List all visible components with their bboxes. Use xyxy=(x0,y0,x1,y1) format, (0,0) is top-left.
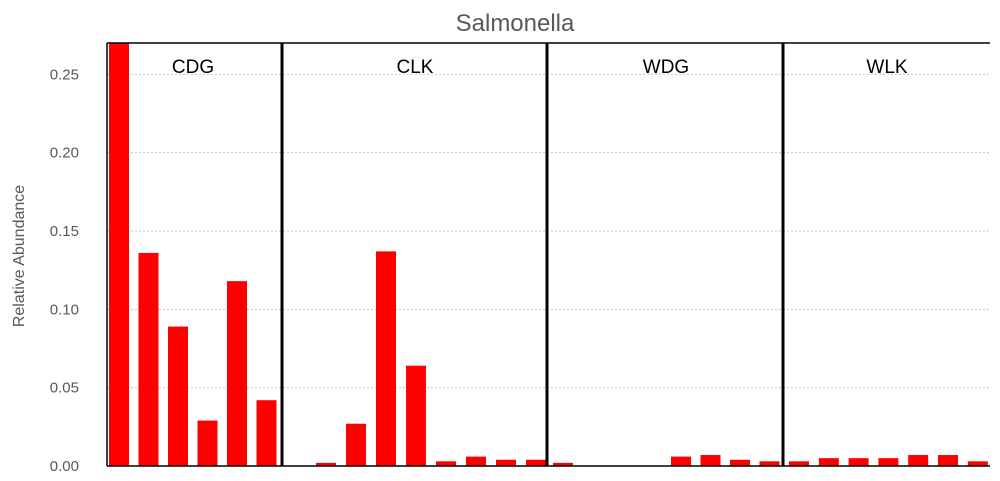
bar-cdg-3 xyxy=(168,326,188,466)
bar-wdg-8 xyxy=(759,461,780,466)
bar-wdg-5 xyxy=(671,456,691,466)
y-tick-label-4: 0.20 xyxy=(50,145,79,162)
group-label-wdg: WDG xyxy=(643,57,689,78)
y-tick-label-1: 0.05 xyxy=(50,380,79,397)
bar-clk-9 xyxy=(526,459,546,466)
bar-wlk-1 xyxy=(789,461,809,466)
bar-wlk-6 xyxy=(938,455,958,466)
y-tick-label-0: 0.00 xyxy=(50,458,79,475)
y-tick-label-3: 0.15 xyxy=(50,223,79,240)
bar-clk-5 xyxy=(406,365,426,466)
bar-wlk-5 xyxy=(908,455,929,466)
bar-wdg-7 xyxy=(730,459,750,466)
frame-layer xyxy=(106,42,990,467)
y-tick-label-5: 0.25 xyxy=(50,66,79,83)
group-labels: CDG CLK WDG WLK xyxy=(172,57,908,78)
bar-cdg-6 xyxy=(256,400,277,466)
bar-wlk-3 xyxy=(848,458,869,466)
y-axis-label: Relative Abundance xyxy=(11,185,28,327)
bar-clk-2 xyxy=(316,462,336,466)
chart-title: Salmonella xyxy=(456,10,575,37)
bar-cdg-5 xyxy=(227,281,247,466)
bar-cdg-4 xyxy=(197,420,218,466)
bar-wdg-1 xyxy=(553,462,573,466)
bar-wlk-4 xyxy=(878,458,899,466)
y-tick-labels: 0.00 0.05 0.10 0.15 0.20 0.25 xyxy=(50,66,79,475)
bar-wlk-7 xyxy=(967,461,988,466)
bar-cdg-1 xyxy=(109,43,129,466)
bar-wlk-2 xyxy=(818,458,839,466)
bar-clk-8 xyxy=(496,459,516,466)
y-tick-label-2: 0.10 xyxy=(50,301,79,318)
bar-wdg-6 xyxy=(700,455,721,466)
bar-clk-6 xyxy=(436,461,456,466)
bar-clk-3 xyxy=(346,423,366,466)
group-label-clk: CLK xyxy=(397,57,434,78)
bar-clk-4 xyxy=(376,251,396,466)
group-label-wlk: WLK xyxy=(866,57,908,78)
bars-layer xyxy=(109,43,988,466)
bar-clk-7 xyxy=(466,456,486,466)
group-label-cdg: CDG xyxy=(172,57,214,78)
bar-cdg-2 xyxy=(138,252,159,466)
